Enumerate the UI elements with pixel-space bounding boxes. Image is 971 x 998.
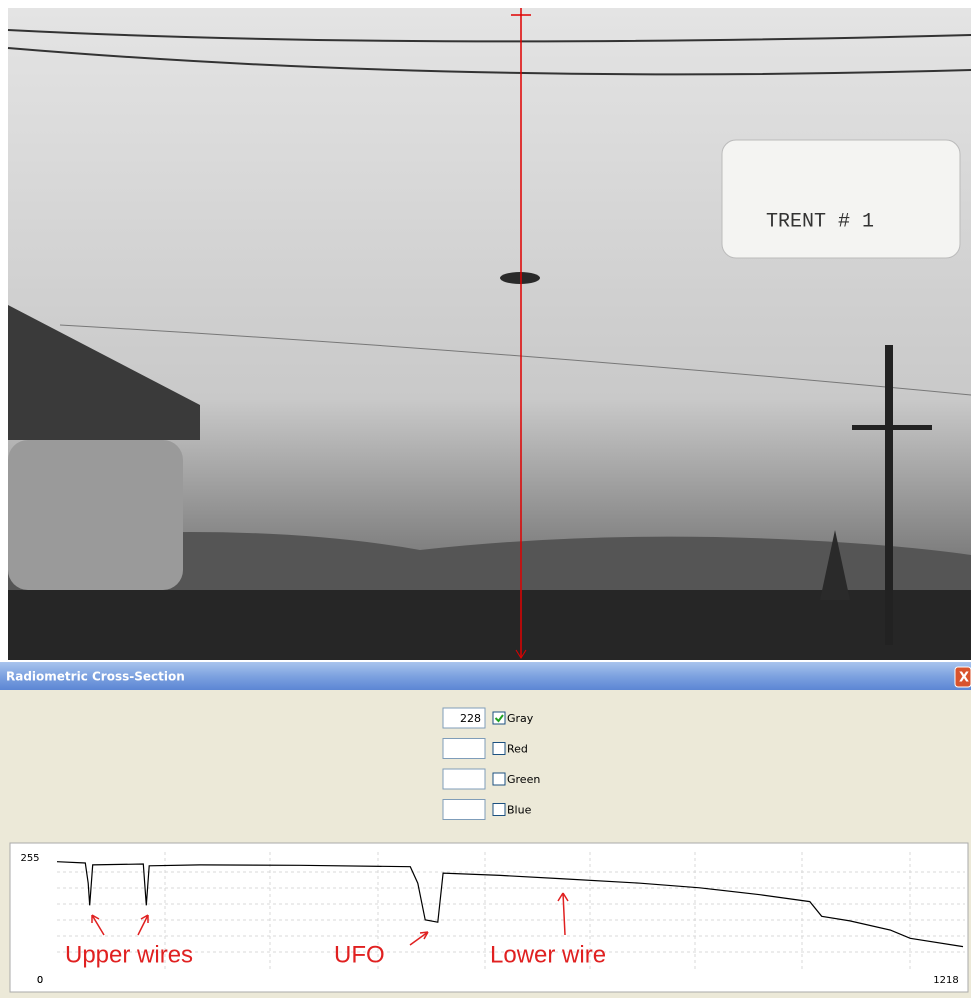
value-text: 228	[460, 712, 481, 725]
y-tick-label: 0	[37, 975, 43, 986]
channel-label: Red	[507, 743, 528, 756]
checkbox[interactable]	[492, 803, 506, 816]
annotation-arrows	[91, 892, 569, 946]
photo: TRENT # 1	[7, 8, 971, 660]
checkbox[interactable]	[492, 711, 506, 725]
annotation: Upper wires	[65, 941, 193, 968]
annotation: Lower wire	[490, 941, 606, 968]
profile-line	[56, 861, 964, 948]
plot-grid	[57, 852, 965, 972]
value-box[interactable]	[442, 738, 486, 759]
channel-label: Gray	[507, 712, 534, 725]
chart-frame	[9, 842, 969, 993]
checkbox[interactable]	[492, 772, 506, 786]
title-bar: Radiometric Cross-Section X	[0, 662, 971, 690]
x-tick-label: 1218	[933, 975, 958, 986]
channel-label: Green	[507, 773, 540, 786]
check-mark	[494, 714, 504, 723]
value-box[interactable]	[442, 799, 486, 820]
value-box[interactable]	[442, 707, 486, 729]
value-box[interactable]	[442, 768, 486, 790]
checkbox[interactable]	[492, 742, 506, 755]
annotation: UFO	[334, 941, 385, 968]
x-tick-label: 0	[37, 975, 43, 986]
y-tick-label: 255	[20, 853, 39, 864]
window-title: Radiometric Cross-Section	[6, 670, 185, 684]
channel-label: Blue	[507, 804, 532, 817]
close-button[interactable]	[954, 666, 971, 688]
channel-list: 228 Gray Red Green Blue	[442, 707, 540, 820]
close-icon[interactable]: X	[959, 671, 969, 686]
photo-label: TRENT # 1	[766, 210, 874, 233]
